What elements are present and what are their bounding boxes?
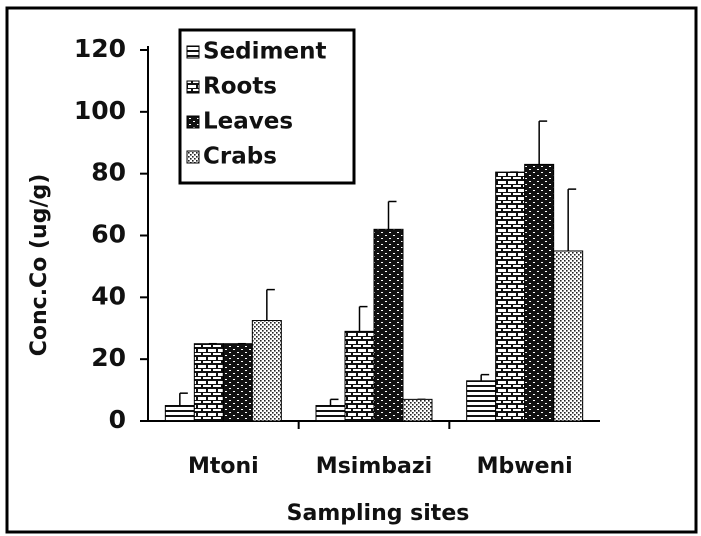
bar [315,405,346,422]
legend-label: Sediment [203,39,326,65]
legend-swatch [186,80,200,94]
y-tick-label: 0 [109,405,126,434]
bar [164,405,195,422]
legend-box [178,28,356,185]
legend-swatch [186,150,200,164]
frame [5,6,698,534]
y-tick-label: 100 [74,96,126,125]
bar [402,398,433,422]
y-tick-label: 120 [74,34,126,63]
y-tick-label: 40 [91,281,126,310]
x-tick-label: Mbweni [477,454,573,479]
bar [495,171,526,422]
bar [193,343,224,422]
legend-swatch [186,45,200,59]
legend-label: Roots [203,74,277,100]
x-tick-label: Msimbazi [316,454,432,479]
bar [344,330,375,422]
y-tick-label: 60 [91,220,126,249]
bar [466,380,497,422]
bar [524,163,555,422]
bar [373,228,404,422]
x-axis-label: Sampling sites [287,501,470,526]
legend-swatch [186,115,200,129]
x-tick-label: Mtoni [188,454,259,479]
legend-label: Crabs [203,144,277,170]
bar [251,320,282,422]
legend-label: Leaves [203,109,293,135]
bar [553,250,584,422]
y-axis-label: Conc.Co (ug/g) [27,174,52,357]
y-tick-label: 80 [91,158,126,187]
bar [222,343,253,422]
y-tick-label: 20 [91,343,126,372]
